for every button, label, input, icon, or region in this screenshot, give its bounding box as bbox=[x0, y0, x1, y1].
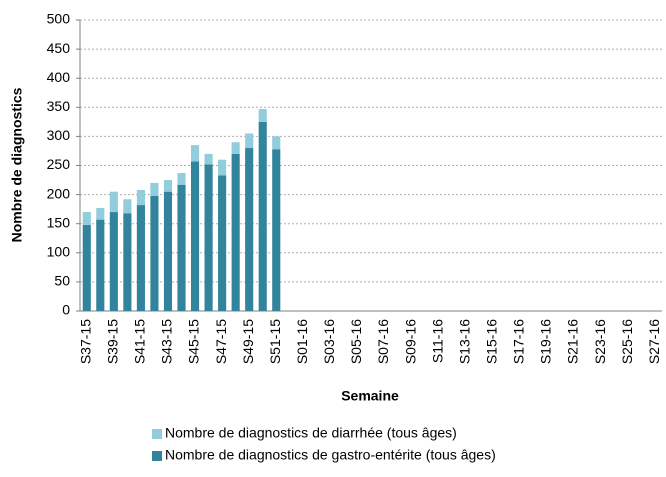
y-axis-title: Nombre de diagnostics bbox=[9, 87, 25, 242]
y-tick-label: 500 bbox=[47, 11, 71, 27]
bar-segment bbox=[123, 213, 132, 311]
bar-segment bbox=[123, 199, 132, 214]
x-tick-label: S13-16 bbox=[456, 319, 472, 364]
bar-segment bbox=[218, 175, 227, 311]
bar-segment bbox=[245, 133, 254, 149]
bar-segment bbox=[245, 148, 254, 311]
x-tick-label: S11-16 bbox=[429, 319, 445, 363]
x-tick-label: S15-16 bbox=[484, 319, 500, 364]
bar-segment bbox=[231, 142, 240, 154]
x-tick-label: S17-16 bbox=[511, 319, 527, 364]
x-tick-label: S23-16 bbox=[592, 319, 608, 364]
x-tick-label: S43-15 bbox=[159, 319, 175, 364]
x-tick-label: S09-16 bbox=[402, 319, 418, 364]
y-tick-label: 200 bbox=[47, 185, 71, 201]
x-tick-label: S01-16 bbox=[294, 319, 310, 364]
bar-segment bbox=[150, 182, 159, 196]
bar-segment bbox=[82, 224, 91, 311]
x-tick-label: S21-16 bbox=[565, 319, 581, 364]
bar-segment bbox=[150, 195, 159, 311]
y-tick-label: 450 bbox=[47, 40, 71, 56]
x-tick-label: S51-15 bbox=[267, 319, 283, 364]
x-tick-label: S07-16 bbox=[375, 319, 391, 364]
bar-segment bbox=[96, 207, 105, 220]
bar-segment bbox=[231, 153, 240, 311]
y-tick-label: 50 bbox=[54, 273, 70, 289]
y-tick-label: 300 bbox=[47, 127, 71, 143]
x-tick-label: S45-15 bbox=[186, 319, 202, 364]
bar-segment bbox=[258, 121, 267, 311]
x-tick-label: S19-16 bbox=[538, 319, 554, 364]
x-tick-label: S27-16 bbox=[646, 319, 662, 364]
legend-swatch bbox=[152, 429, 162, 439]
y-tick-label: 350 bbox=[47, 98, 71, 114]
x-tick-label: S41-15 bbox=[132, 319, 148, 364]
x-tick-label: S25-16 bbox=[619, 319, 635, 364]
bar-segment bbox=[96, 219, 105, 311]
bar-segment bbox=[136, 205, 145, 311]
bar-segment bbox=[163, 191, 173, 311]
x-tick-label: S05-16 bbox=[348, 319, 364, 364]
bar-segment bbox=[272, 149, 281, 311]
bar-segment bbox=[136, 189, 145, 206]
bar-segment bbox=[82, 212, 91, 225]
bar-segment bbox=[109, 212, 118, 311]
bar-segment bbox=[204, 153, 213, 165]
x-tick-label: S47-15 bbox=[213, 319, 229, 364]
y-tick-label: 0 bbox=[62, 302, 70, 318]
bar-segment bbox=[258, 109, 267, 122]
y-tick-label: 100 bbox=[47, 244, 71, 260]
legend-label: Nombre de diagnostics de diarrhée (tous … bbox=[165, 425, 457, 441]
bar-segment bbox=[190, 145, 200, 162]
x-tick-label: S03-16 bbox=[321, 319, 337, 364]
bar-segment bbox=[177, 173, 186, 185]
x-tick-label: S49-15 bbox=[240, 319, 256, 364]
y-tick-label: 400 bbox=[47, 69, 71, 85]
legend-swatch bbox=[152, 451, 162, 461]
x-tick-label: S39-15 bbox=[105, 319, 121, 364]
y-tick-label: 150 bbox=[47, 214, 71, 230]
bar-segment bbox=[109, 191, 118, 213]
bar-segment bbox=[177, 184, 186, 311]
bar-segment bbox=[218, 159, 227, 176]
bar-segment bbox=[204, 164, 213, 311]
x-axis-title: Semaine bbox=[341, 388, 399, 404]
bar-segment bbox=[190, 161, 200, 311]
y-tick-label: 250 bbox=[47, 156, 71, 172]
x-tick-label: S37-15 bbox=[77, 319, 93, 364]
bar-segment bbox=[163, 180, 173, 192]
legend-label: Nombre de diagnostics de gastro-entérite… bbox=[165, 447, 496, 463]
bar-segment bbox=[272, 136, 281, 150]
